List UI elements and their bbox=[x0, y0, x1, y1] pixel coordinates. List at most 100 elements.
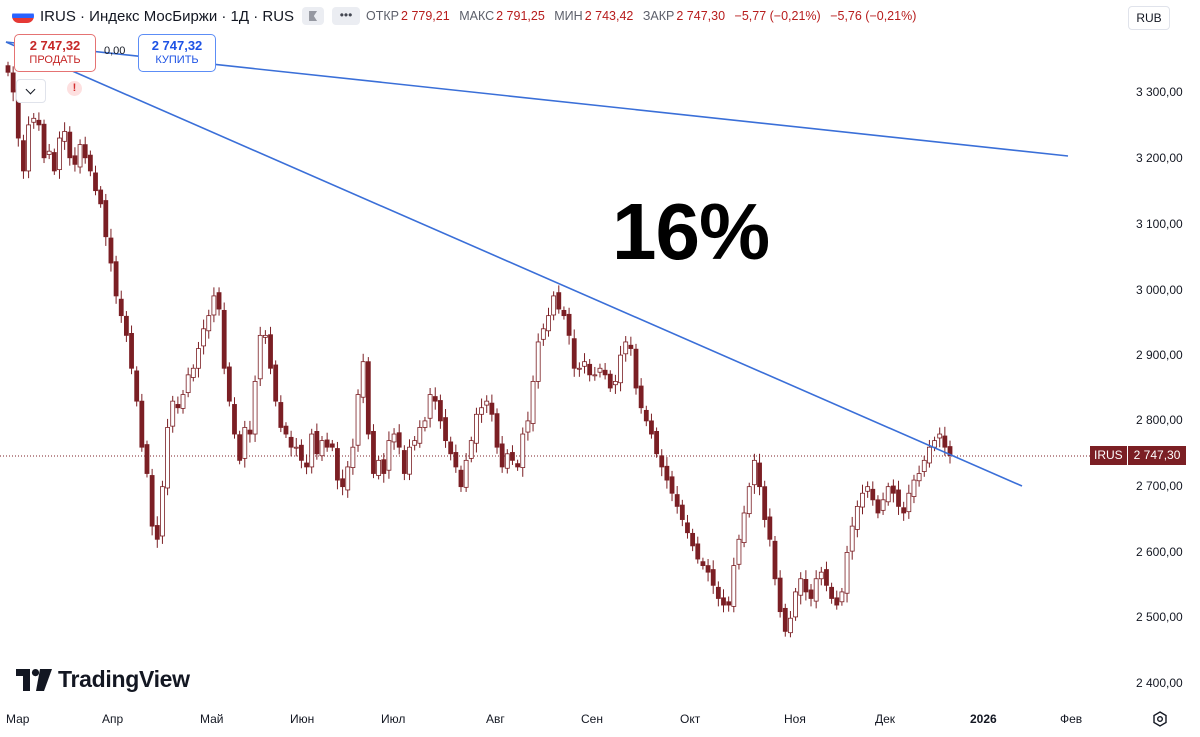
candle-body bbox=[180, 394, 186, 409]
candle-body bbox=[659, 455, 665, 468]
more-dots-icon[interactable]: ••• bbox=[332, 7, 361, 25]
spread-value: 0,00 bbox=[104, 45, 126, 57]
candle-body bbox=[824, 569, 829, 586]
candle-body bbox=[762, 486, 768, 520]
candle-body bbox=[165, 427, 170, 489]
candle-body bbox=[232, 404, 237, 435]
candle-body bbox=[72, 155, 78, 165]
price-tag-symbol: IRUS bbox=[1090, 446, 1127, 465]
y-tick: 2 800,00 bbox=[1136, 413, 1183, 427]
candle-body bbox=[607, 373, 613, 389]
sell-price: 2 747,32 bbox=[29, 38, 81, 53]
candle-body bbox=[87, 154, 93, 172]
candle-body bbox=[216, 292, 222, 310]
candle-body bbox=[726, 601, 732, 606]
price-tag-value: 2 747,30 bbox=[1127, 446, 1187, 465]
y-tick: 3 100,00 bbox=[1136, 217, 1183, 231]
candle-body bbox=[772, 540, 778, 580]
candle-body bbox=[613, 381, 618, 386]
gear-icon[interactable] bbox=[1152, 711, 1168, 727]
candle-body bbox=[26, 124, 31, 172]
candle-body bbox=[818, 571, 824, 580]
candle-body bbox=[391, 433, 397, 443]
y-tick: 3 200,00 bbox=[1136, 151, 1183, 165]
candle-body bbox=[108, 237, 114, 264]
candle-body bbox=[880, 499, 886, 511]
candle-body bbox=[283, 425, 289, 435]
flag-icon[interactable] bbox=[302, 7, 325, 25]
candle-body bbox=[746, 486, 752, 515]
high-value: 2 791,25 bbox=[496, 9, 545, 23]
candle-body bbox=[690, 532, 696, 547]
candle-body bbox=[443, 417, 448, 442]
candle-body bbox=[67, 131, 73, 159]
y-tick: 3 300,00 bbox=[1136, 85, 1183, 99]
candle-body bbox=[340, 478, 345, 488]
candle-body bbox=[834, 597, 840, 606]
x-tick: Авг bbox=[486, 712, 505, 726]
candle-body bbox=[360, 361, 366, 398]
candle-body bbox=[129, 333, 134, 369]
candle-body bbox=[278, 402, 284, 428]
candle-body bbox=[643, 409, 649, 422]
candle-body bbox=[46, 150, 52, 155]
candle-body bbox=[484, 400, 490, 406]
candle-body bbox=[118, 298, 124, 317]
candle-body bbox=[113, 261, 119, 297]
candle-body bbox=[268, 334, 273, 369]
candle-body bbox=[417, 427, 423, 444]
x-tick: Дек bbox=[875, 712, 896, 726]
candle-body bbox=[757, 462, 762, 488]
currency-button[interactable]: RUB bbox=[1128, 6, 1170, 30]
low-value: 2 743,42 bbox=[584, 9, 634, 23]
candle-body bbox=[36, 119, 42, 126]
candle-body bbox=[93, 172, 98, 192]
x-tick: Ноя bbox=[784, 712, 806, 726]
candle-body bbox=[412, 440, 418, 446]
candle-body bbox=[540, 328, 546, 340]
buy-button[interactable]: 2 747,32 КУПИТЬ bbox=[138, 34, 216, 72]
tradingview-logo[interactable]: TradingView bbox=[16, 666, 190, 693]
percent-annotation: 16% bbox=[612, 187, 770, 276]
symbol-title[interactable]: IRUS · Индекс МосБиржи · 1Д · RUS bbox=[40, 7, 295, 25]
candle-body bbox=[638, 385, 644, 409]
low-key: МИН bbox=[554, 9, 583, 23]
candle-body bbox=[571, 338, 577, 369]
candle-body bbox=[839, 591, 845, 603]
candle-body bbox=[139, 400, 145, 448]
candle-body bbox=[489, 402, 495, 415]
candle-body bbox=[751, 459, 757, 486]
candle-body bbox=[98, 189, 104, 205]
candle-body bbox=[906, 492, 912, 513]
candle-body bbox=[123, 315, 129, 336]
candle-body bbox=[257, 334, 263, 380]
close-key: ЗАКР bbox=[642, 9, 675, 23]
candle-body bbox=[288, 436, 294, 448]
candle-body bbox=[185, 374, 191, 394]
candle-body bbox=[474, 413, 479, 444]
candle-body bbox=[669, 476, 675, 494]
candle-body bbox=[437, 400, 443, 422]
candle-body bbox=[350, 446, 356, 468]
candle-body bbox=[741, 512, 747, 543]
candle-body bbox=[510, 452, 515, 461]
candles-layer bbox=[5, 61, 953, 638]
candle-body bbox=[715, 586, 721, 599]
candle-body bbox=[736, 538, 742, 565]
close-value: 2 747,30 bbox=[676, 9, 726, 23]
candle-body bbox=[41, 123, 47, 159]
candle-body bbox=[525, 420, 531, 433]
exclamation-icon[interactable]: ! bbox=[67, 81, 82, 96]
sell-button[interactable]: 2 747,32 ПРОДАТЬ bbox=[14, 34, 96, 72]
candle-body bbox=[623, 341, 629, 355]
y-tick: 3 000,00 bbox=[1136, 283, 1183, 297]
candle-body bbox=[582, 361, 587, 367]
trendline-lower[interactable] bbox=[5, 41, 1023, 487]
symbol-header: IRUS · Индекс МосБиржи · 1Д · RUS ••• ОТ… bbox=[0, 0, 1110, 32]
candle-body bbox=[77, 144, 83, 168]
candle-body bbox=[710, 569, 716, 586]
candle-body bbox=[695, 543, 701, 560]
candle-body bbox=[103, 200, 109, 238]
chevron-down-icon[interactable] bbox=[16, 79, 46, 103]
